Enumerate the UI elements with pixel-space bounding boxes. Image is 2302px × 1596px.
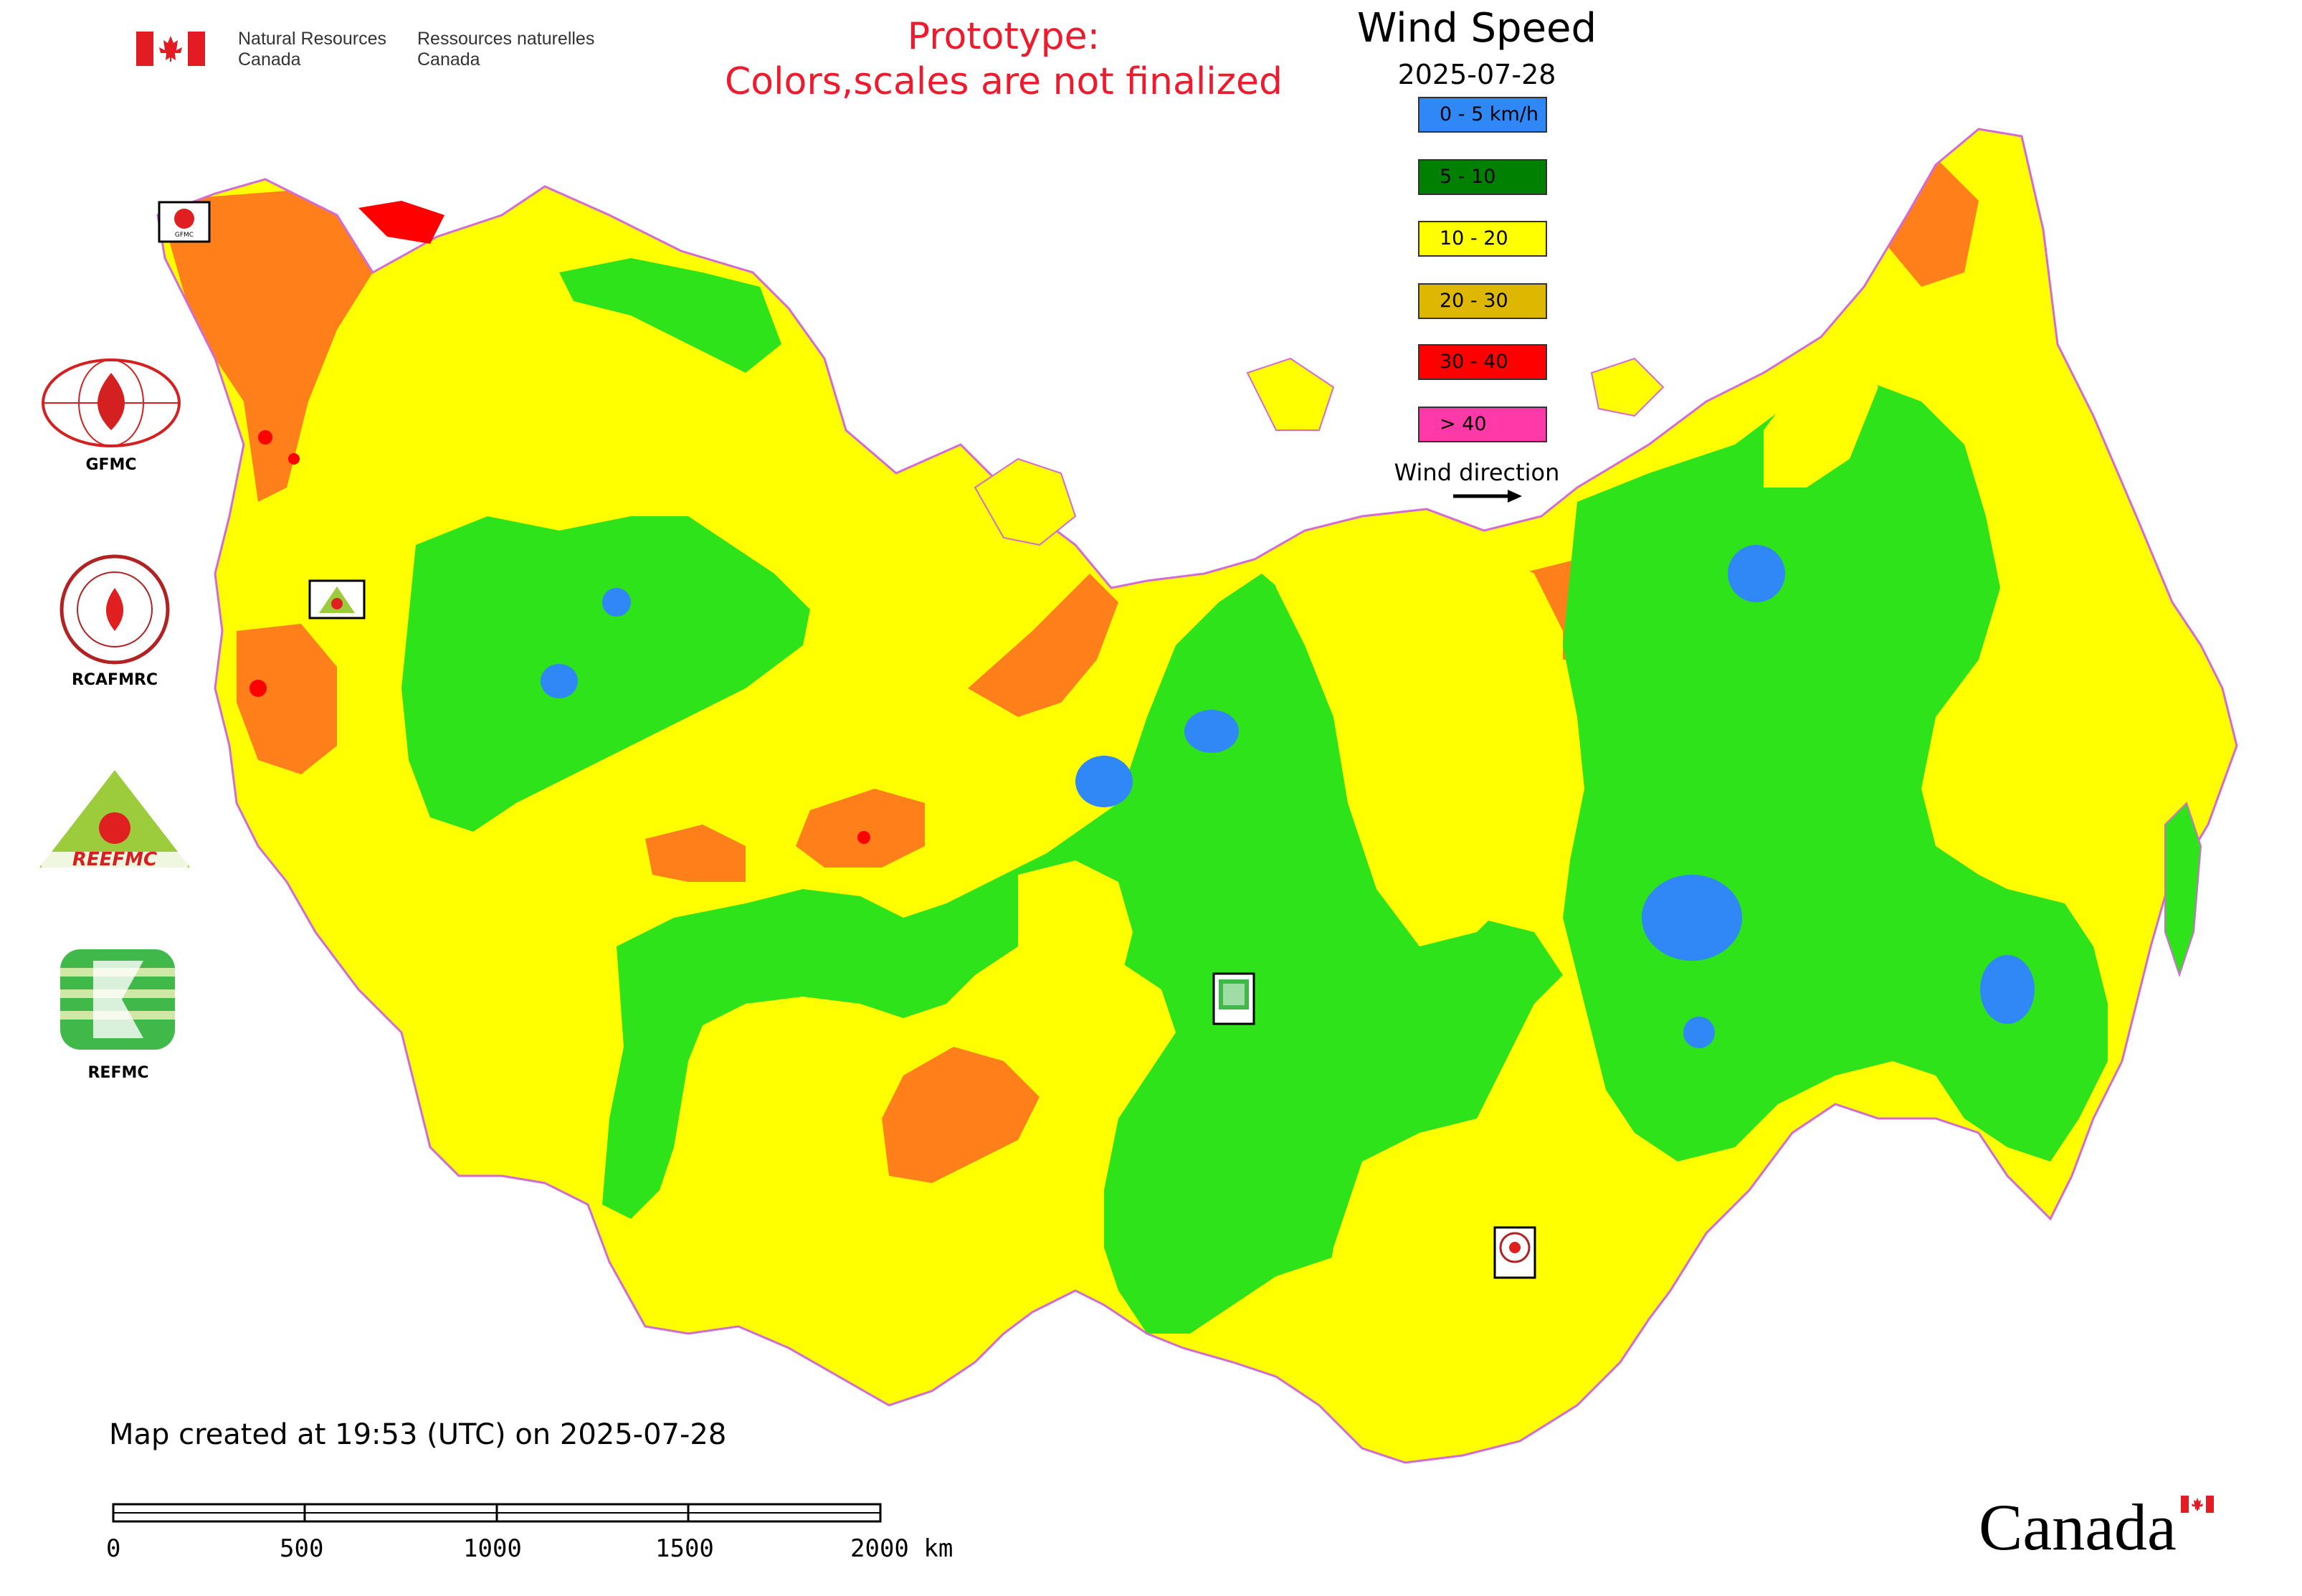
zone-orange-ural-s (645, 825, 746, 882)
svg-text:GFMC: GFMC (175, 232, 194, 239)
map-marker-gfmc[interactable]: GFMC (158, 201, 211, 243)
department-name-en: Natural Resources Canada (238, 29, 386, 70)
scale-label-1500: 1500 (655, 1534, 714, 1563)
zone-red-baltic (249, 680, 267, 697)
zone-orange-kazakh (882, 1047, 1040, 1183)
zone-green-siberia-w (602, 574, 1563, 1334)
zone-blue-yenisei (1184, 710, 1239, 753)
zone-red-svalbard (358, 201, 444, 244)
wind-direction-label: Wind direction (1394, 459, 1560, 486)
island-severnaya-zemlya (1246, 357, 1335, 431)
zone-blue-lena (1728, 545, 1785, 602)
scale-bar-graphic (112, 1503, 882, 1523)
zone-orange-yamal (968, 574, 1118, 717)
department-name-fr: Ressources naturelles Canada (417, 29, 594, 70)
zone-blue-west-siberia (1075, 756, 1133, 807)
zone-orange-baltic (237, 624, 337, 774)
zone-green-east-siberia (1563, 380, 2108, 1162)
zone-orange-nordic (158, 186, 373, 502)
refmc-emblem-icon (60, 949, 175, 1050)
prototype-line-2: Colors,scales are not finalized (724, 60, 1283, 103)
zone-blue-karelia (602, 588, 631, 617)
gfmc-label: GFMC (85, 456, 137, 474)
zone-green-kola (559, 258, 781, 373)
zone-blue-yakutia (1642, 875, 1742, 961)
dept-fr-line-1: Ressources naturelles (417, 29, 595, 49)
legend-label-30-40: 30 - 40 (1440, 351, 1508, 373)
scale-label-1000: 1000 (463, 1534, 522, 1563)
legend-swatch-10-20: 10 - 20 (1418, 221, 1547, 257)
zone-blue-moscow (541, 664, 578, 698)
zone-yellow-central-siberia (1262, 502, 1563, 946)
dept-en-line-2: Canada (238, 49, 301, 70)
legend-swatch-20-30: 20 - 30 (1418, 283, 1547, 319)
dept-en-line-1: Natural Resources (238, 29, 387, 49)
map-created-timestamp: Map created at 19:53 (UTC) on 2025-07-28 (109, 1418, 727, 1451)
legend-label-5-10: 5 - 10 (1440, 166, 1496, 188)
map-marker-rcafmrc[interactable] (1493, 1226, 1536, 1279)
refmc-label: REFMC (87, 1064, 149, 1082)
zone-red-sweden (288, 453, 300, 465)
island-new-siberian (1590, 357, 1665, 417)
legend-swatch-over-40: > 40 (1418, 407, 1547, 442)
zone-red-norway (258, 430, 272, 445)
zone-yellow-south-siberia (1319, 975, 1663, 1448)
government-signature: Natural Resources Canada Ressources natu… (136, 26, 609, 76)
map-marker-refmc[interactable] (1212, 972, 1255, 1025)
canada-wordmark-text: Canada (1979, 1491, 2177, 1564)
reefmc-label: REEFMC (72, 849, 158, 870)
scale-label-0: 0 (106, 1534, 121, 1563)
dept-fr-line-2: Canada (417, 49, 480, 70)
logo-gfmc: GFMC (36, 358, 186, 480)
legend-date: 2025-07-28 (1397, 59, 1556, 90)
reefmc-triangle-icon (39, 770, 190, 868)
logo-refmc: REFMC (57, 946, 179, 1090)
legend-label-over-40: > 40 (1440, 413, 1487, 435)
logo-reefmc: REEFMC (36, 767, 194, 875)
legend-swatch-5-10: 5 - 10 (1418, 159, 1547, 195)
zone-blue-okhotsk (1980, 955, 2035, 1024)
legend-swatch-30-40: 30 - 40 (1418, 344, 1547, 380)
zone-blue-baikal-n (1683, 1017, 1715, 1048)
island-novaya-zemlya (974, 457, 1077, 546)
rcafmrc-label: RCAFMRC (71, 671, 158, 689)
zone-orange-volga (796, 789, 925, 868)
map-legend: Wind Speed 2025-07-28 0 - 5 km/h 5 - 10 … (1341, 0, 1627, 516)
zone-red-volga (857, 831, 870, 844)
gfmc-globe-icon (42, 358, 181, 447)
scale-label-2000: 2000 km (850, 1534, 953, 1563)
wind-direction-arrow-icon (1453, 490, 1522, 503)
zone-yellow-ob (1018, 860, 1133, 1018)
island-sakhalin (2164, 802, 2202, 978)
map-marker-reefmc[interactable] (308, 579, 366, 619)
zone-green-west-russia (401, 516, 810, 832)
legend-title: Wind Speed (1356, 5, 1597, 52)
wordmark-flag-icon (2181, 1496, 2214, 1513)
legend-swatch-0-5: 0 - 5 km/h (1418, 97, 1547, 133)
scale-label-500: 500 (280, 1534, 324, 1563)
rcafmrc-seal-icon (60, 554, 170, 665)
legend-label-10-20: 10 - 20 (1440, 227, 1508, 250)
prototype-notice: Prototype: Colors,scales are not finaliz… (645, 14, 1362, 105)
legend-label-0-5: 0 - 5 km/h (1440, 103, 1538, 125)
canada-wordmark: Canada (1979, 1491, 2222, 1563)
legend-label-20-30: 20 - 30 (1440, 290, 1508, 312)
zone-yellow-chukotka (1764, 344, 1878, 488)
canada-flag-icon (136, 32, 205, 66)
logo-rcafmrc: RCAFMRC (57, 552, 172, 695)
prototype-line-1: Prototype: (907, 15, 1100, 58)
scale-bar: 0 500 1000 1500 2000 km (106, 1498, 968, 1577)
